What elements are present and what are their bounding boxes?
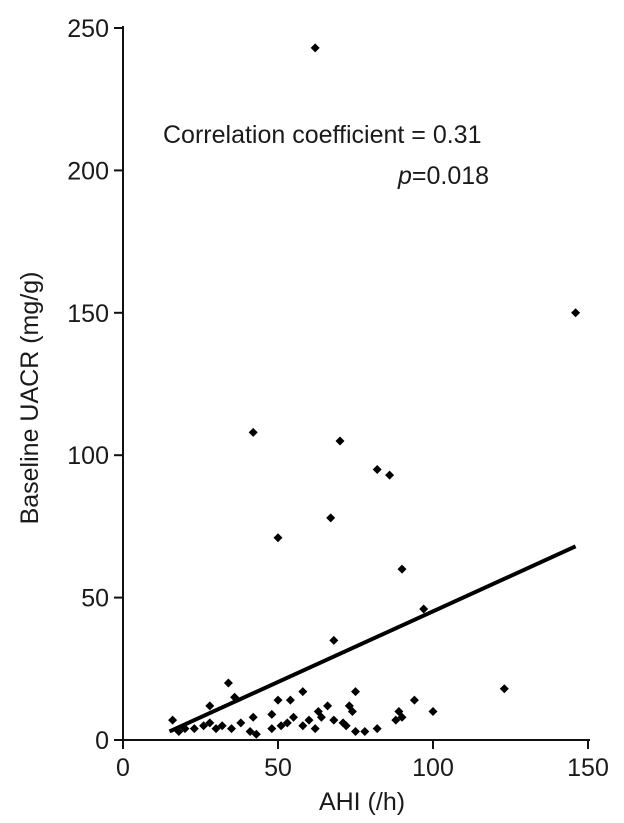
data-point xyxy=(285,695,295,705)
data-point xyxy=(205,701,215,711)
data-point xyxy=(428,707,438,717)
data-point xyxy=(329,635,339,645)
data-point xyxy=(205,718,215,728)
x-tick-label: 0 xyxy=(116,754,130,782)
data-point xyxy=(298,721,308,731)
y-tick-label: 200 xyxy=(67,157,109,185)
data-point xyxy=(326,513,336,523)
data-points xyxy=(168,43,581,739)
data-point xyxy=(304,715,314,725)
x-tick-label: 50 xyxy=(264,754,292,782)
data-point xyxy=(316,712,326,722)
data-point xyxy=(397,712,407,722)
y-tick-label: 150 xyxy=(67,300,109,328)
y-tick-label: 250 xyxy=(67,15,109,43)
p-symbol: p xyxy=(397,162,412,190)
data-point xyxy=(211,724,221,734)
data-point xyxy=(335,436,345,446)
data-point xyxy=(323,701,333,711)
axes xyxy=(122,26,590,741)
p-value: =0.018 xyxy=(412,162,489,190)
data-point xyxy=(499,684,509,694)
data-point xyxy=(180,724,190,734)
p-value-annotation: p=0.018 xyxy=(397,162,489,190)
data-point xyxy=(217,721,227,731)
data-point xyxy=(372,464,382,474)
data-point xyxy=(236,718,246,728)
data-point xyxy=(385,470,395,480)
x-axis-ticks: 0 50 100 150 xyxy=(116,740,609,782)
data-point xyxy=(227,724,236,734)
data-point xyxy=(273,533,283,543)
data-point xyxy=(223,678,233,688)
data-point xyxy=(329,715,339,725)
data-point xyxy=(248,712,258,722)
data-point xyxy=(199,721,209,731)
data-point xyxy=(351,726,360,736)
data-point xyxy=(267,724,277,734)
data-point xyxy=(360,726,370,736)
x-tick-label: 150 xyxy=(567,754,609,782)
data-point xyxy=(273,695,283,705)
data-point xyxy=(174,726,184,736)
y-axis-ticks: 0 50 100 150 200 250 xyxy=(67,15,123,755)
data-point xyxy=(310,43,320,53)
correlation-annotation: Correlation coefficient = 0.31 xyxy=(163,121,481,149)
x-axis-title: AHI (/h) xyxy=(319,788,405,816)
data-point xyxy=(409,695,419,705)
regression-line xyxy=(168,544,577,734)
data-point xyxy=(189,724,199,734)
data-point xyxy=(298,687,308,697)
y-axis-title: Baseline UACR (mg/g) xyxy=(16,272,44,525)
data-point xyxy=(571,308,581,318)
data-point xyxy=(282,718,292,728)
data-point xyxy=(230,692,240,702)
data-point xyxy=(289,712,298,722)
data-point xyxy=(397,564,407,574)
data-point xyxy=(276,721,286,731)
data-point xyxy=(391,715,401,725)
data-point xyxy=(267,709,277,719)
y-tick-label: 50 xyxy=(81,585,109,613)
data-point xyxy=(351,687,360,697)
data-point xyxy=(310,724,320,734)
data-point xyxy=(372,724,382,734)
data-point xyxy=(248,427,258,437)
data-point xyxy=(251,729,261,739)
data-point xyxy=(245,726,255,736)
data-point xyxy=(419,604,429,614)
data-point xyxy=(347,707,357,717)
y-tick-label: 100 xyxy=(67,442,109,470)
data-point xyxy=(168,715,178,725)
data-point xyxy=(341,721,351,731)
x-tick-label: 100 xyxy=(412,754,454,782)
y-tick-label: 0 xyxy=(95,727,109,755)
